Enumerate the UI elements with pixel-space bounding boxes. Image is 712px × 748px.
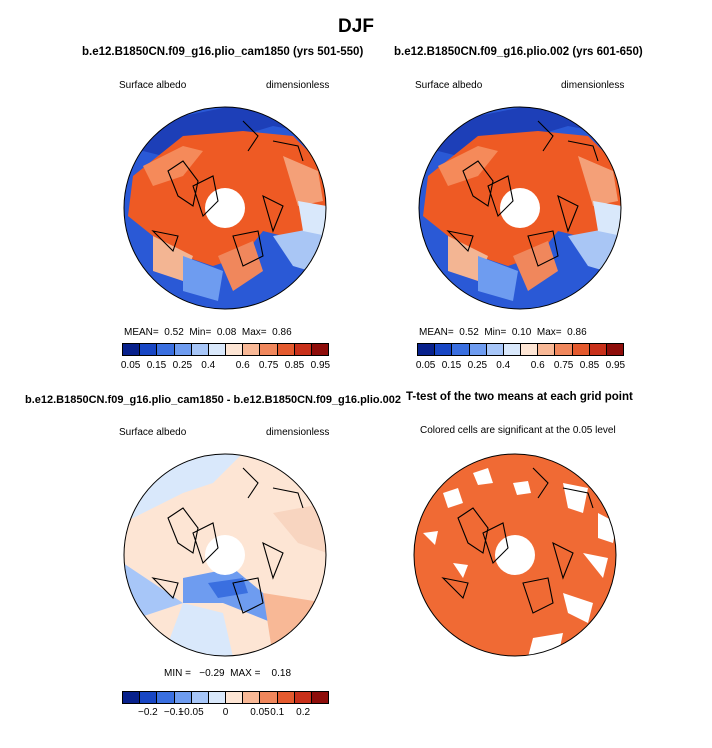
colorbar-tick-label: −0.05 bbox=[178, 707, 204, 718]
colorbar-swatch bbox=[589, 344, 607, 355]
panel2-variable-label: Surface albedo bbox=[415, 80, 483, 91]
colorbar-swatch bbox=[486, 344, 504, 355]
colorbar-tick-label: 0.15 bbox=[441, 360, 462, 371]
panel3-colorbar-ticks: −0.2 −0.1 −0.05 0 0.05 0.1 0.2 bbox=[122, 707, 329, 719]
colorbar-swatch bbox=[277, 692, 295, 703]
panel1-colorbar-ticks: 0.05 0.15 0.25 0.4 0.6 0.75 0.85 0.95 bbox=[120, 360, 331, 372]
colorbar-tick-label: 0 bbox=[222, 707, 229, 718]
colorbar-swatch bbox=[606, 344, 624, 355]
panel3-units-label: dimensionless bbox=[266, 427, 330, 438]
colorbar-tick-label: 0.05 bbox=[120, 360, 141, 371]
colorbar-swatch bbox=[503, 344, 522, 355]
colorbar-tick-label: 0.2 bbox=[296, 707, 311, 718]
colorbar-swatch bbox=[294, 692, 312, 703]
colorbar-swatch bbox=[226, 344, 244, 355]
colorbar-swatch bbox=[521, 344, 539, 355]
colorbar-swatch bbox=[157, 692, 175, 703]
colorbar-tick-label: 0.6 bbox=[530, 360, 545, 371]
colorbar-swatch bbox=[157, 344, 175, 355]
colorbar-tick-label: 0.1 bbox=[270, 707, 285, 718]
panel1-colorbar bbox=[122, 343, 329, 356]
colorbar-swatch bbox=[140, 344, 158, 355]
colorbar-swatch bbox=[418, 344, 436, 355]
panel3-difference-map bbox=[123, 453, 327, 657]
panel1-polar-map bbox=[123, 106, 327, 310]
colorbar-tick-label: 0.15 bbox=[146, 360, 167, 371]
colorbar-tick-label: 0.05 bbox=[250, 707, 270, 718]
colorbar-tick-label: 0.95 bbox=[605, 360, 626, 371]
colorbar-swatch bbox=[208, 692, 227, 703]
panel1-variable-label: Surface albedo bbox=[119, 80, 187, 91]
colorbar-tick-label: 0.85 bbox=[579, 360, 600, 371]
colorbar-swatch bbox=[140, 692, 158, 703]
colorbar-swatch bbox=[311, 344, 329, 355]
colorbar-swatch bbox=[555, 344, 573, 355]
panel3-variable-label: Surface albedo bbox=[119, 427, 187, 438]
colorbar-tick-label: 0.75 bbox=[553, 360, 574, 371]
panel1-units-label: dimensionless bbox=[266, 80, 330, 91]
colorbar-swatch bbox=[452, 344, 470, 355]
colorbar-tick-label: 0.95 bbox=[310, 360, 331, 371]
colorbar-tick-label: 0.85 bbox=[284, 360, 305, 371]
colorbar-swatch bbox=[243, 344, 261, 355]
colorbar-swatch bbox=[469, 344, 487, 355]
colorbar-tick-label: 0.4 bbox=[201, 360, 216, 371]
figure-title: DJF bbox=[338, 16, 374, 37]
colorbar-swatch bbox=[260, 692, 278, 703]
panel2-polar-map bbox=[418, 106, 622, 310]
colorbar-swatch bbox=[174, 344, 192, 355]
colorbar-tick-label: 0.6 bbox=[235, 360, 250, 371]
panel4-significance-map bbox=[413, 453, 617, 657]
panel4-subtitle: Colored cells are significant at the 0.0… bbox=[420, 425, 616, 436]
colorbar-swatch bbox=[226, 692, 244, 703]
colorbar-tick-label: −0.1 bbox=[163, 707, 184, 718]
panel2-colorbar-ticks: 0.05 0.15 0.25 0.4 0.6 0.75 0.85 0.95 bbox=[415, 360, 626, 372]
colorbar-swatch bbox=[294, 344, 312, 355]
colorbar-tick-label: 0.4 bbox=[496, 360, 511, 371]
colorbar-swatch bbox=[174, 692, 192, 703]
colorbar-tick-label: 0.25 bbox=[467, 360, 488, 371]
colorbar-swatch bbox=[191, 344, 209, 355]
colorbar-swatch bbox=[243, 692, 261, 703]
panel3-stats: MIN = −0.29 MAX = 0.18 bbox=[164, 668, 292, 679]
panel2-colorbar bbox=[417, 343, 624, 356]
colorbar-swatch bbox=[123, 344, 141, 355]
panel1-title: b.e12.B1850CN.f09_g16.plio_cam1850 (yrs … bbox=[82, 46, 364, 58]
colorbar-tick-label: 0.75 bbox=[258, 360, 279, 371]
panel2-units-label: dimensionless bbox=[561, 80, 625, 91]
colorbar-swatch bbox=[538, 344, 556, 355]
colorbar-swatch bbox=[123, 692, 141, 703]
panel2-stats: MEAN= 0.52 Min= 0.10 Max= 0.86 bbox=[419, 327, 587, 338]
colorbar-swatch bbox=[435, 344, 453, 355]
panel3-colorbar bbox=[122, 691, 329, 704]
colorbar-swatch bbox=[277, 344, 295, 355]
panel4-title: T-test of the two means at each grid poi… bbox=[406, 391, 633, 403]
colorbar-swatch bbox=[260, 344, 278, 355]
panel3-title: b.e12.B1850CN.f09_g16.plio_cam1850 - b.e… bbox=[25, 394, 402, 406]
colorbar-swatch bbox=[191, 692, 209, 703]
colorbar-swatch bbox=[311, 692, 329, 703]
colorbar-tick-label: 0.05 bbox=[415, 360, 436, 371]
panel1-stats: MEAN= 0.52 Min= 0.08 Max= 0.86 bbox=[124, 327, 292, 338]
colorbar-tick-label: −0.2 bbox=[138, 707, 158, 718]
panel2-title: b.e12.B1850CN.f09_g16.plio.002 (yrs 601-… bbox=[394, 46, 643, 58]
colorbar-swatch bbox=[208, 344, 227, 355]
colorbar-swatch bbox=[572, 344, 590, 355]
colorbar-tick-label: 0.25 bbox=[172, 360, 193, 371]
